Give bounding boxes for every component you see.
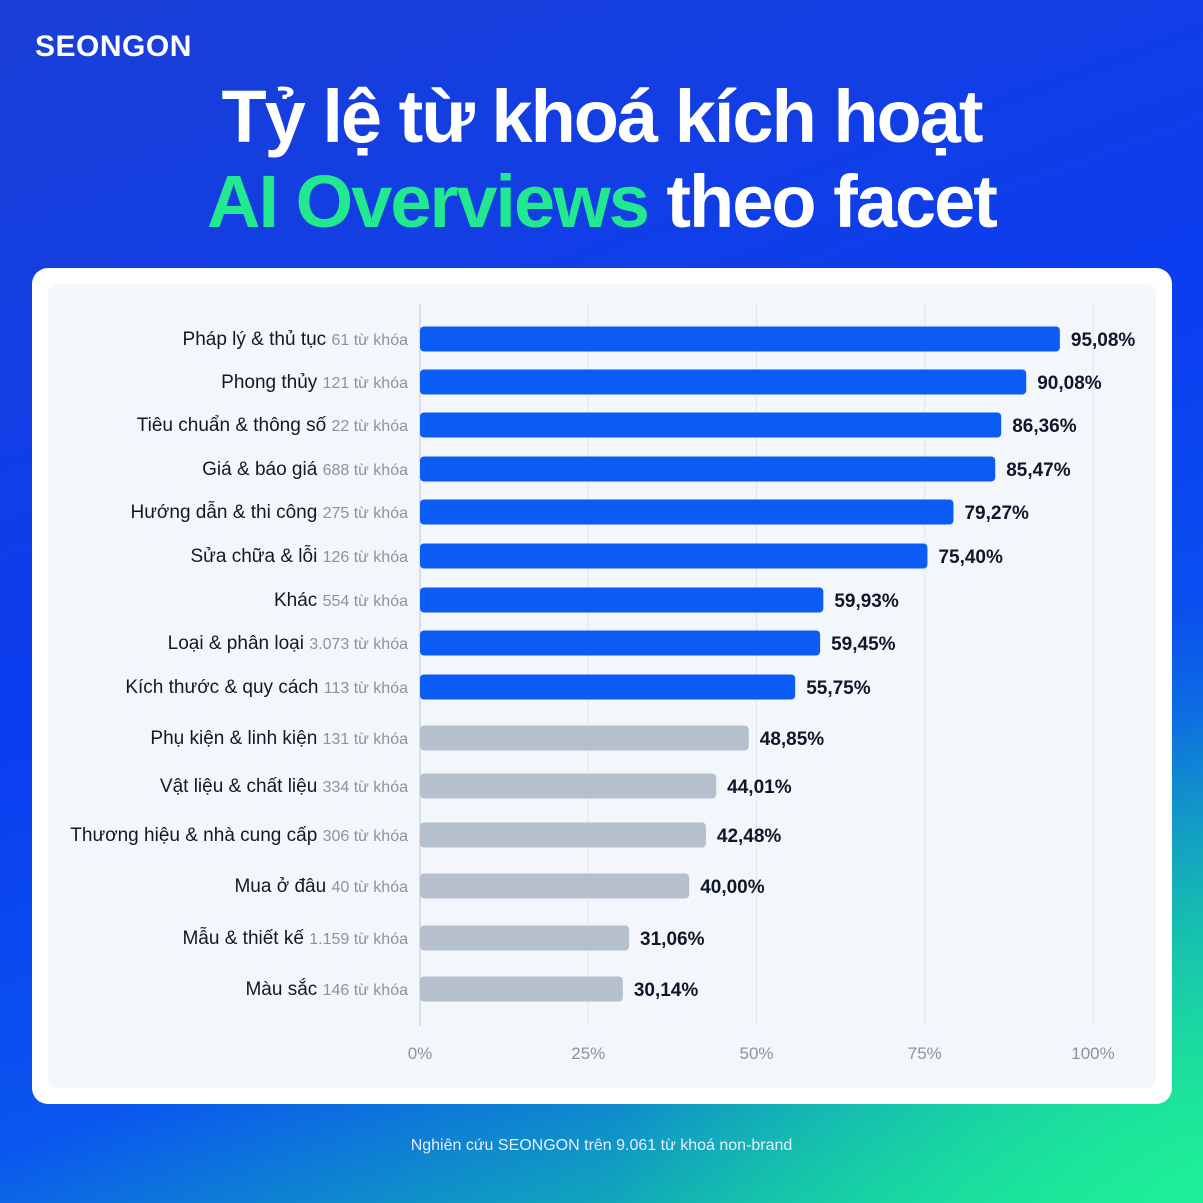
bar (420, 412, 1002, 438)
data-label: 30,14% (634, 980, 699, 1001)
category-name: Pháp lý & thủ tục (183, 329, 332, 350)
title-text-2: theo facet (647, 160, 998, 243)
category-label: Tiêu chuẩn & thông số 22 từ khóa (137, 415, 408, 436)
bar (420, 630, 821, 656)
keyword-count: 146 từ khóa (323, 982, 409, 999)
category-name: Vật liệu & chất liệu (160, 776, 323, 797)
data-label: 40,00% (700, 877, 765, 898)
category-name: Phong thủy (221, 372, 322, 393)
data-label: 42,48% (717, 826, 782, 847)
category-name: Khác (274, 590, 323, 611)
keyword-count: 40 từ khóa (331, 879, 408, 896)
keyword-count: 22 từ khóa (331, 418, 408, 435)
page-title-line1: Tỷ lệ từ khoá kích hoạt (0, 72, 1203, 162)
x-tick-label: 25% (571, 1044, 605, 1063)
category-name: Phụ kiện & linh kiện (150, 728, 322, 749)
bar-chart: 0% 25% 50% 75% 100% Pháp lý & thủ tục 61 từ k… (70, 304, 1136, 1063)
keyword-count: 61 từ khóa (331, 332, 408, 349)
keyword-count: 306 từ khóa (323, 828, 409, 845)
category-label: Loại & phân loại 3.073 từ khóa (168, 633, 408, 654)
data-label: 31,06% (640, 929, 705, 950)
category-label: Sửa chữa & lỗi 126 từ khóa (190, 545, 408, 567)
data-label: 55,75% (806, 678, 871, 699)
bar (420, 369, 1027, 395)
chart-panel: 0% 25% 50% 75% 100% Pháp lý & thủ tục 61 từ k… (48, 284, 1156, 1088)
category-name: Giá & báo giá (202, 459, 322, 480)
category-name: Thương hiệu & nhà cung cấp (70, 825, 322, 846)
bar (420, 456, 996, 482)
bar (420, 873, 690, 899)
keyword-count: 3.073 từ khóa (309, 636, 408, 653)
category-label: Hướng dẫn & thi công 275 từ khóa (130, 501, 408, 523)
page-title-line2: AI Overviews theo facet (0, 157, 1203, 247)
category-name: Mẫu & thiết kế (182, 927, 309, 949)
footnote: Nghiên cứu SEONGON trên 9.061 từ khoá no… (410, 1137, 793, 1154)
bar (420, 543, 928, 569)
bar (420, 587, 824, 613)
keyword-count: 275 từ khóa (323, 505, 409, 522)
keyword-count: 334 từ khóa (323, 779, 409, 796)
category-label: Pháp lý & thủ tục 61 từ khóa (183, 329, 409, 350)
category-label: Thương hiệu & nhà cung cấp 306 từ khóa (70, 825, 408, 846)
bar (420, 326, 1060, 352)
bar (420, 725, 749, 751)
data-label: 90,08% (1037, 373, 1102, 394)
category-label: Vật liệu & chất liệu 334 từ khóa (160, 776, 408, 797)
category-name: Màu sắc (245, 978, 322, 1000)
category-label: Phong thủy 121 từ khóa (221, 372, 408, 393)
data-label: 79,27% (964, 503, 1029, 524)
bar (420, 925, 630, 951)
category-label: Mua ở đâu 40 từ khóa (234, 876, 408, 897)
x-tick-label: 0% (408, 1044, 433, 1063)
bar (420, 499, 954, 525)
brand-logo: SEONGON (35, 30, 192, 63)
title-text-1: Tỷ lệ từ khoá kích hoạt (221, 75, 983, 158)
category-label: Mẫu & thiết kế 1.159 từ khóa (182, 927, 408, 949)
category-name: Sửa chữa & lỗi (190, 545, 322, 567)
x-tick-label: 75% (908, 1044, 942, 1063)
bar (420, 976, 623, 1002)
title-accent: AI Overviews (207, 160, 650, 243)
category-label: Kích thước & quy cách 113 từ khóa (125, 677, 408, 698)
category-label: Phụ kiện & linh kiện 131 từ khóa (150, 728, 408, 749)
category-label: Màu sắc 146 từ khóa (245, 978, 408, 1000)
data-label: 86,36% (1012, 416, 1077, 437)
category-name: Kích thước & quy cách (125, 677, 323, 698)
keyword-count: 121 từ khóa (323, 375, 409, 392)
category-name: Loại & phân loại (168, 633, 310, 654)
data-label: 95,08% (1071, 330, 1136, 351)
keyword-count: 126 từ khóa (323, 549, 409, 566)
x-tick-label: 100% (1071, 1044, 1114, 1063)
data-label: 59,45% (831, 634, 896, 655)
x-tick-label: 50% (739, 1044, 773, 1063)
data-label: 85,47% (1006, 460, 1071, 481)
category-label: Khác 554 từ khóa (274, 590, 408, 611)
category-name: Tiêu chuẩn & thông số (137, 415, 332, 436)
keyword-count: 554 từ khóa (323, 593, 409, 610)
data-label: 48,85% (760, 729, 825, 750)
category-name: Mua ở đâu (234, 876, 331, 897)
keyword-count: 688 từ khóa (323, 462, 409, 479)
data-label: 75,40% (938, 547, 1003, 568)
bar (420, 674, 796, 700)
bar (420, 773, 717, 799)
category-name: Hướng dẫn & thi công (130, 501, 322, 523)
data-label: 44,01% (727, 777, 792, 798)
keyword-count: 131 từ khóa (323, 731, 409, 748)
data-label: 59,93% (834, 591, 899, 612)
keyword-count: 1.159 từ khóa (309, 931, 408, 948)
category-label: Giá & báo giá 688 từ khóa (202, 459, 408, 480)
bar (420, 822, 706, 848)
keyword-count: 113 từ khóa (324, 680, 408, 697)
chart-card: 0% 25% 50% 75% 100% Pháp lý & thủ tục 61 từ k… (32, 268, 1172, 1104)
